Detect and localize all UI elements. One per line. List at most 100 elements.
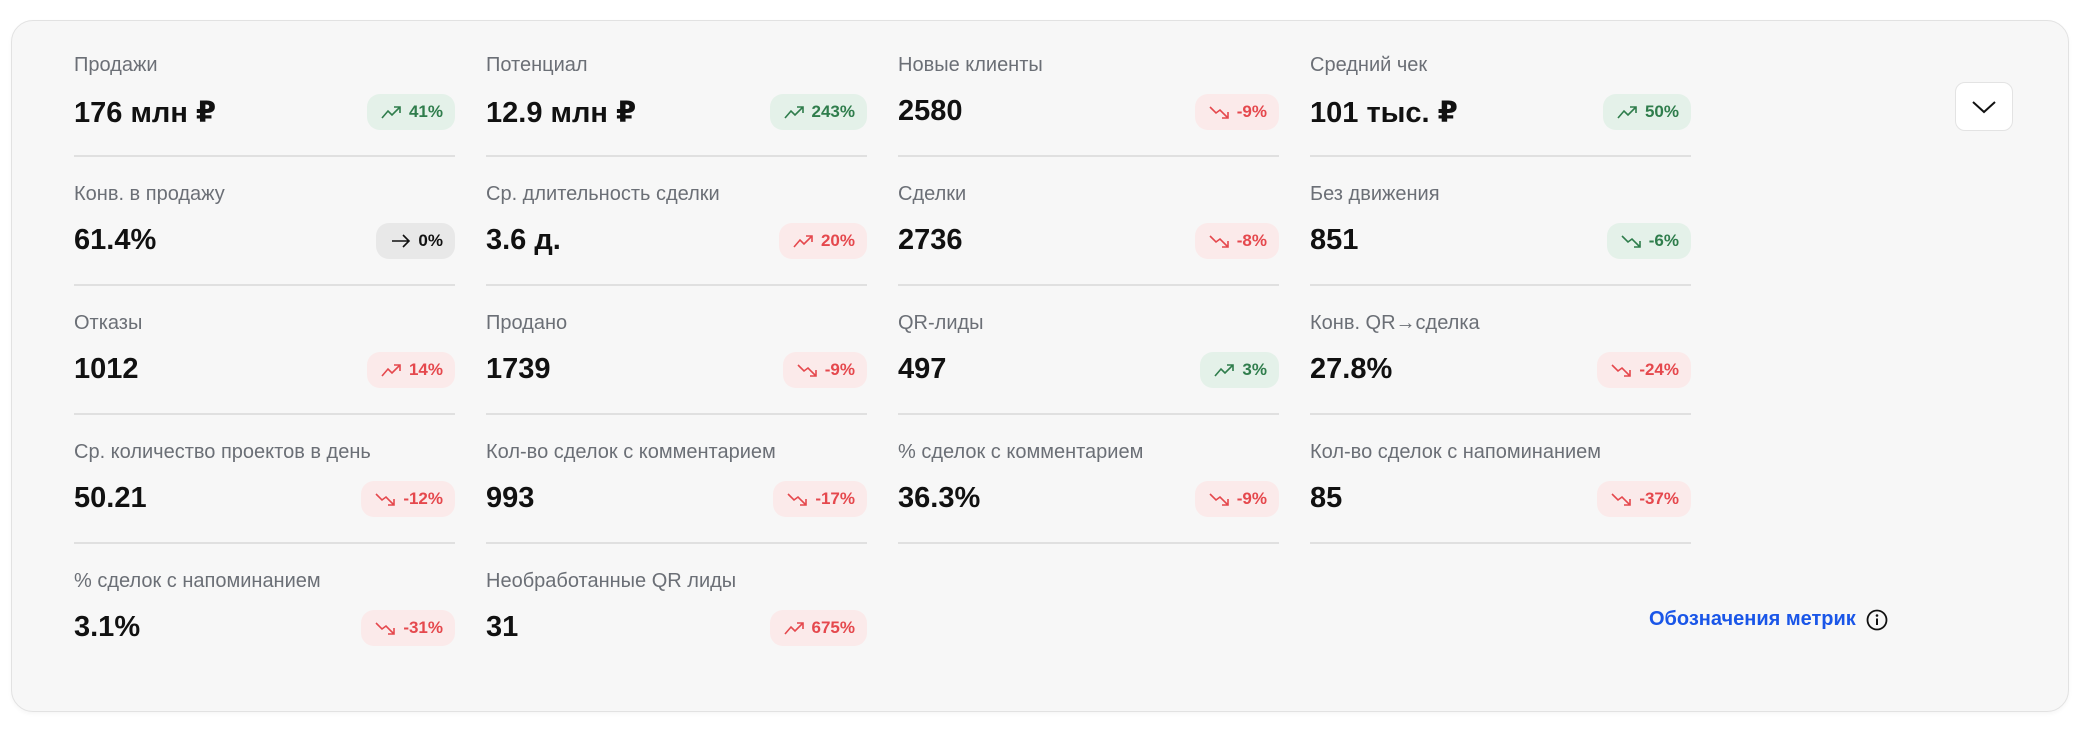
change-badge: 41% (366, 94, 455, 130)
metric-value: 27.8% (1310, 353, 1393, 385)
change-value: -12% (403, 489, 443, 508)
metric-tile: % сделок с комментарием 36.3% -9% (898, 408, 1279, 544)
change-badge: 3% (1200, 352, 1279, 388)
metric-tile: Ср. длительность сделки 3.6 д. 20% (486, 150, 867, 286)
change-badge: -9% (1194, 481, 1279, 517)
divider (74, 284, 455, 286)
trend-up-icon (1214, 364, 1235, 377)
change-value: 41% (408, 102, 443, 121)
change-value: -17% (815, 489, 855, 508)
metric-label: Средний чек (1310, 54, 1428, 76)
metrics-legend-link[interactable]: Обозначения метрик (1649, 608, 1888, 631)
metric-value: 2736 (898, 224, 963, 256)
change-badge: 50% (1602, 94, 1691, 130)
divider (486, 542, 867, 544)
trend-down-icon (1611, 364, 1632, 377)
metric-label: Необработанные QR лиды (486, 570, 737, 592)
metric-tile: Кол-во сделок с напоминанием 85 -37% (1310, 408, 1691, 544)
divider (486, 155, 867, 157)
trend-up-icon (783, 622, 804, 635)
change-value: 3% (1242, 360, 1267, 379)
change-badge: -37% (1597, 481, 1691, 517)
metric-label: Отказы (74, 312, 143, 334)
divider (1310, 413, 1691, 415)
divider (1310, 155, 1691, 157)
trend-down-icon (1209, 235, 1229, 248)
metric-tile: Потенциал 12.9 млн ₽ 243% (486, 21, 867, 157)
change-badge: 0% (376, 223, 455, 259)
change-value: 20% (820, 231, 855, 250)
trend-up-icon (381, 106, 401, 119)
metric-tile: Кол-во сделок с комментарием 993 -17% (486, 408, 867, 544)
divider (486, 284, 867, 286)
change-value: 0% (418, 231, 443, 250)
change-value: -9% (1236, 102, 1267, 121)
metric-value: 176 млн ₽ (74, 97, 217, 129)
divider (898, 155, 1279, 157)
info-icon (1866, 609, 1888, 630)
trend-down-icon (375, 493, 396, 506)
change-value: -31% (403, 618, 443, 637)
change-value: 675% (811, 618, 855, 637)
metric-value: 497 (898, 353, 947, 385)
metric-tile: QR-лиды 497 3% (898, 279, 1279, 415)
change-value: -8% (1236, 231, 1267, 250)
metric-value: 1012 (74, 353, 139, 385)
metric-label: Новые клиенты (898, 54, 1043, 76)
metric-label: Конв. в продажу (74, 183, 225, 205)
metric-tile: % сделок с напоминанием 3.1% -31% (74, 537, 455, 666)
trend-down-icon (1621, 235, 1641, 248)
change-badge: -9% (1194, 94, 1279, 130)
change-value: -9% (1236, 489, 1267, 508)
metric-label: % сделок с комментарием (898, 441, 1144, 463)
metric-label: Ср. длительность сделки (486, 183, 720, 205)
metric-tile: Ср. количество проектов в день 50.21 -12% (74, 408, 455, 544)
metric-label: Без движения (1310, 183, 1440, 205)
metric-value: 993 (486, 482, 535, 514)
change-badge: -24% (1597, 352, 1691, 388)
divider (1310, 284, 1691, 286)
trend-up-icon (381, 364, 401, 377)
metric-label: Кол-во сделок с комментарием (486, 441, 776, 463)
metric-tile: Необработанные QR лиды 31 675% (486, 537, 867, 666)
change-badge: -12% (361, 481, 455, 517)
divider (74, 155, 455, 157)
metric-value: 3.6 д. (486, 224, 561, 256)
metric-label: Сделки (898, 183, 967, 205)
metric-value: 31 (486, 611, 519, 643)
change-badge: -8% (1194, 223, 1279, 259)
change-value: 14% (408, 360, 443, 379)
metric-label: Кол-во сделок с напоминанием (1310, 441, 1602, 463)
trend-up-icon (1617, 106, 1637, 119)
change-value: -24% (1639, 360, 1679, 379)
metric-value: 36.3% (898, 482, 981, 514)
divider (898, 413, 1279, 415)
trend-down-icon (1611, 493, 1632, 506)
change-badge: 243% (769, 94, 867, 130)
metric-value: 3.1% (74, 611, 141, 643)
metric-label: Продажи (74, 54, 158, 76)
metric-label: Ср. количество проектов в день (74, 441, 371, 463)
metric-tile: Продано 1739 -9% (486, 279, 867, 415)
change-value: -9% (824, 360, 855, 379)
metric-label: Конв. QR→сделка (1310, 312, 1480, 334)
trend-down-icon (1209, 106, 1229, 119)
metric-value: 2580 (898, 95, 963, 127)
metric-value: 85 (1310, 482, 1343, 514)
trend-up-icon (783, 106, 804, 119)
metric-tile: Без движения 851 -6% (1310, 150, 1691, 286)
metric-tile: Новые клиенты 2580 -9% (898, 21, 1279, 157)
change-badge: 675% (769, 610, 867, 646)
change-badge: -17% (773, 481, 867, 517)
metric-tile: Конв. в продажу 61.4% 0% (74, 150, 455, 286)
trend-down-icon (1209, 493, 1229, 506)
change-value: -6% (1648, 231, 1679, 250)
metric-label: Продано (486, 312, 568, 334)
collapse-toggle-button[interactable] (1955, 82, 2013, 131)
change-badge: -6% (1606, 223, 1691, 259)
change-badge: -9% (782, 352, 867, 388)
metric-value: 50.21 (74, 482, 147, 514)
trend-down-icon (375, 622, 396, 635)
trend-down-icon (797, 364, 817, 377)
metrics-legend-label: Обозначения метрик (1649, 608, 1856, 630)
